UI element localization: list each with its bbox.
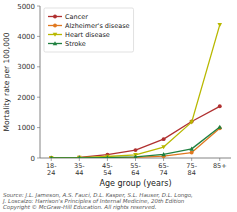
y-tick-label: 5000 [17, 3, 35, 11]
y-tick-label: 1000 [17, 124, 35, 132]
marker [105, 155, 110, 158]
marker [217, 23, 222, 27]
legend-label: Stroke [65, 40, 86, 48]
x-tick-label-line: 64 [131, 169, 139, 177]
legend-marker [53, 15, 57, 19]
x-tick [219, 158, 220, 161]
legend-marker [53, 41, 58, 45]
marker [189, 120, 194, 124]
x-tick [79, 158, 80, 161]
marker [162, 137, 166, 141]
marker [217, 125, 222, 129]
x-tick-label-line: 54 [103, 169, 111, 177]
marker [77, 156, 82, 158]
x-tick [191, 158, 192, 161]
legend-frame [44, 8, 134, 52]
x-tick-label: 45-54 [102, 162, 113, 177]
y-tick [37, 127, 40, 128]
legend-marker [53, 24, 57, 28]
series-line [51, 127, 220, 158]
y-tick-label: 2000 [17, 94, 35, 102]
x-tick-label-line: 74 [159, 169, 167, 177]
x-tick-label: 18-24 [46, 162, 57, 177]
x-tick-label: 75-84 [186, 162, 197, 177]
marker [190, 151, 194, 155]
x-tick-label-line: 85+ [213, 162, 227, 170]
x-tick-label-line: 44 [75, 169, 83, 177]
legend-label: Alzheimer's disease [65, 22, 130, 30]
chart: 0 1000 2000 3000 4000 5000 18-24 35-44 45-54 55-6… [0, 0, 237, 212]
y-tick [37, 6, 40, 7]
plot-area [49, 23, 222, 158]
x-tick-label: 35-44 [74, 162, 85, 177]
marker [161, 145, 166, 149]
marker [133, 154, 138, 158]
marker [134, 148, 138, 152]
legend-marker [53, 33, 58, 37]
x-tick [51, 158, 52, 161]
y-axis-line [40, 6, 41, 158]
y-tick [37, 36, 40, 37]
x-axis-label: Age group (years) [99, 179, 171, 188]
series-line [51, 128, 220, 158]
x-tick-label: 85+ [213, 162, 227, 170]
x-tick [163, 158, 164, 161]
marker [161, 152, 166, 156]
y-tick-label: 4000 [17, 33, 35, 41]
x-tick [135, 158, 136, 161]
x-tick-label-line: 24 [47, 169, 55, 177]
y-tick-label: 0 [31, 155, 35, 163]
marker [218, 104, 222, 108]
x-tick [107, 158, 108, 161]
source-note-line: Copyright © McGraw-Hill Education. All r… [3, 204, 157, 211]
legend: CancerAlzheimer's diseaseHeart diseaseSt… [44, 8, 134, 52]
x-tick-label-line: 84 [188, 169, 196, 177]
legend-label: Cancer [65, 13, 88, 21]
y-tick [37, 97, 40, 98]
x-tick-label: 65-74 [158, 162, 169, 177]
series-line [51, 25, 220, 158]
y-tick [37, 158, 40, 159]
marker [189, 147, 194, 151]
x-tick-label: 55-64 [130, 162, 141, 177]
marker [49, 156, 54, 158]
y-tick [37, 66, 40, 67]
source-note: Source: J.L. Jameson, A.S. Fauci, D.L. K… [2, 192, 193, 211]
y-tick-label: 3000 [17, 63, 35, 71]
y-axis-label: Mortality rate per 100,000 [2, 32, 11, 131]
legend-label: Heart disease [65, 31, 110, 39]
